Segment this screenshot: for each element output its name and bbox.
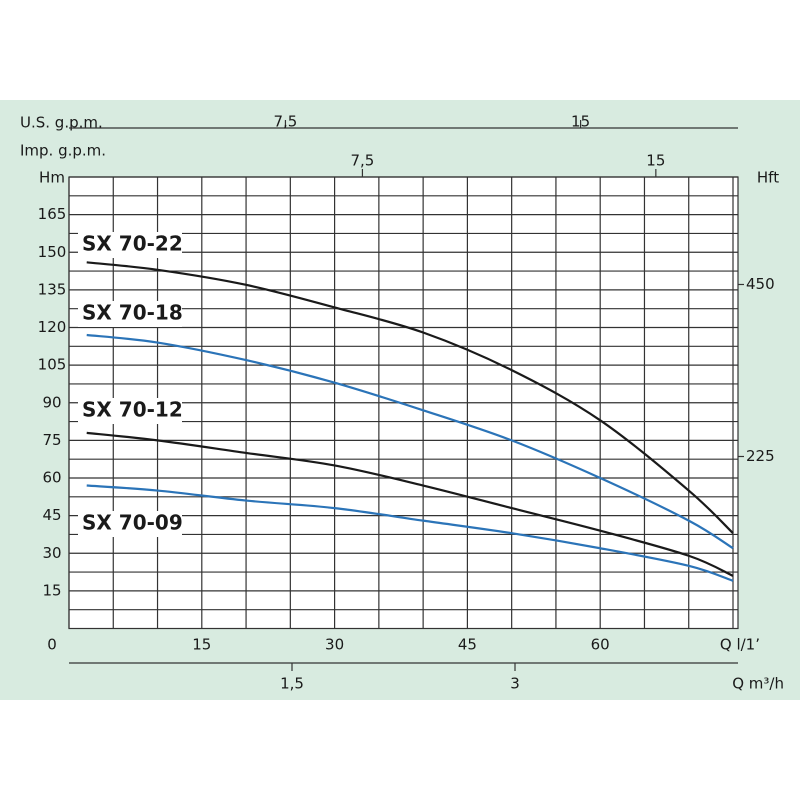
y-tick-label: 60 — [42, 469, 61, 487]
top-axis-title: Imp. g.p.m. — [20, 142, 106, 160]
legend-label: SX 70-22 — [82, 232, 183, 256]
legend-label: SX 70-12 — [82, 398, 183, 422]
y-axis-title: Hm — [39, 169, 65, 187]
y2-tick-label: 450 — [746, 275, 775, 293]
tick-label: 15 — [571, 113, 590, 131]
x-tick-label: 60 — [591, 636, 610, 654]
y-tick-label: 45 — [42, 506, 61, 524]
tick-label: 3 — [510, 675, 520, 693]
y-tick-label: 105 — [38, 356, 67, 374]
curve — [86, 484, 734, 582]
y-tick-label: 90 — [42, 393, 61, 411]
y-tick-label: 135 — [38, 280, 67, 298]
label-bg — [78, 301, 182, 327]
bottom-axis-title: Q m³/h — [732, 675, 784, 693]
y2-tick-label: 225 — [746, 447, 775, 465]
y-tick-label: 120 — [38, 318, 67, 336]
y-tick-label: 75 — [42, 431, 61, 449]
label-bg — [78, 511, 182, 537]
curve — [86, 431, 734, 577]
legend-label: SX 70-09 — [82, 511, 183, 535]
y-tick-label: 30 — [42, 544, 61, 562]
x-tick-label: 15 — [192, 636, 211, 654]
label-bg — [78, 398, 182, 424]
label-bg — [78, 232, 182, 258]
tick-label: 1,5 — [280, 675, 304, 693]
x-axis-title: Q l/1’ — [720, 636, 760, 654]
x-tick-label: 0 — [47, 636, 57, 654]
curve — [86, 333, 734, 550]
tick-label: 7,5 — [274, 113, 298, 131]
tick-label: 15 — [646, 152, 665, 170]
y-tick-label: 150 — [38, 243, 67, 261]
legend-label: SX 70-18 — [82, 301, 183, 325]
tick-label: 7,5 — [350, 152, 374, 170]
y-tick-label: 165 — [38, 205, 67, 223]
curve — [86, 261, 734, 534]
y2-axis-title: Hft — [757, 169, 779, 187]
x-tick-label: 30 — [325, 636, 344, 654]
x-tick-label: 45 — [458, 636, 477, 654]
top-axis-title: U.S. g.p.m. — [20, 114, 103, 132]
y-tick-label: 15 — [42, 581, 61, 599]
